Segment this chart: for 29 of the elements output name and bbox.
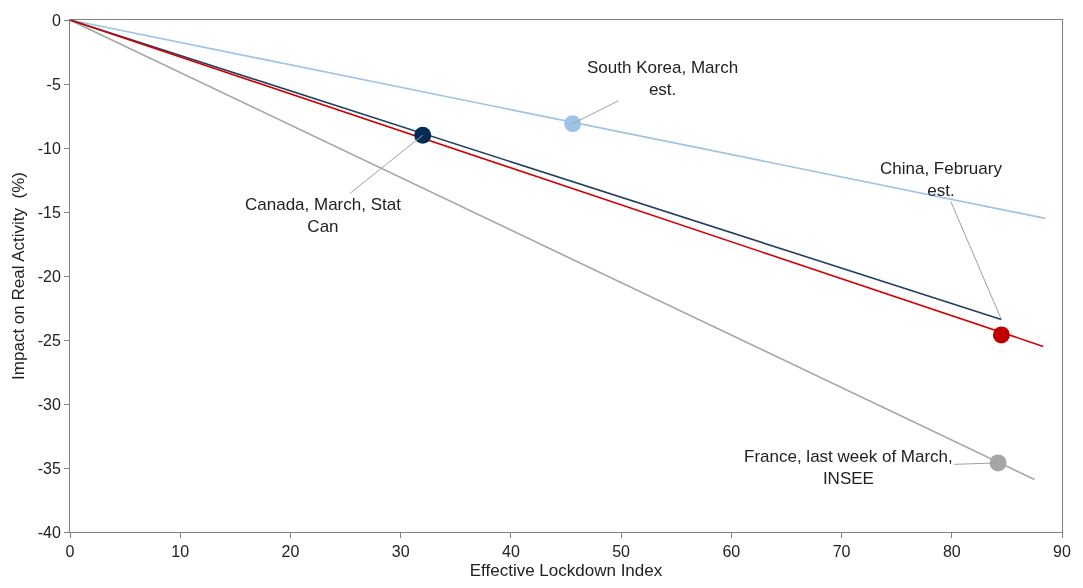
y-tick-label: -10 bbox=[37, 139, 61, 157]
x-tick-label: 90 bbox=[1053, 543, 1071, 561]
x-tick-label: 70 bbox=[832, 543, 851, 561]
point bbox=[414, 126, 432, 144]
annotation: South Korea, March est. bbox=[587, 58, 739, 100]
x-tick-label: 60 bbox=[722, 543, 741, 561]
x-tick-label: 40 bbox=[501, 543, 520, 561]
y-tick-label: -5 bbox=[46, 75, 61, 93]
x-tick-label: 50 bbox=[612, 543, 631, 561]
x-axis-title: Effective Lockdown Index bbox=[469, 560, 663, 580]
annotation: Canada, March, Stat Can bbox=[245, 195, 402, 237]
point bbox=[989, 454, 1007, 472]
y-tick-label: -20 bbox=[37, 267, 61, 285]
y-tick-label: -25 bbox=[37, 331, 61, 349]
annotation: China, February est. bbox=[880, 159, 1003, 201]
x-tick-label: 80 bbox=[942, 543, 961, 561]
y-axis-title: Impact on Real Activity (%) bbox=[9, 172, 29, 380]
x-tick-label: 30 bbox=[391, 543, 410, 561]
x-tick-label: 10 bbox=[171, 543, 190, 561]
y-tick-label: -40 bbox=[37, 523, 61, 541]
point bbox=[564, 115, 582, 133]
y-tick-label: -30 bbox=[37, 395, 61, 413]
y-tick-label: -35 bbox=[37, 459, 61, 477]
x-tick-label: 0 bbox=[65, 543, 75, 561]
y-tick-label: -15 bbox=[37, 203, 61, 221]
y-tick-label: 0 bbox=[51, 11, 61, 29]
annotation: France, last week of March, INSEE bbox=[744, 447, 953, 489]
x-tick-label: 20 bbox=[281, 543, 300, 561]
point bbox=[992, 326, 1010, 344]
